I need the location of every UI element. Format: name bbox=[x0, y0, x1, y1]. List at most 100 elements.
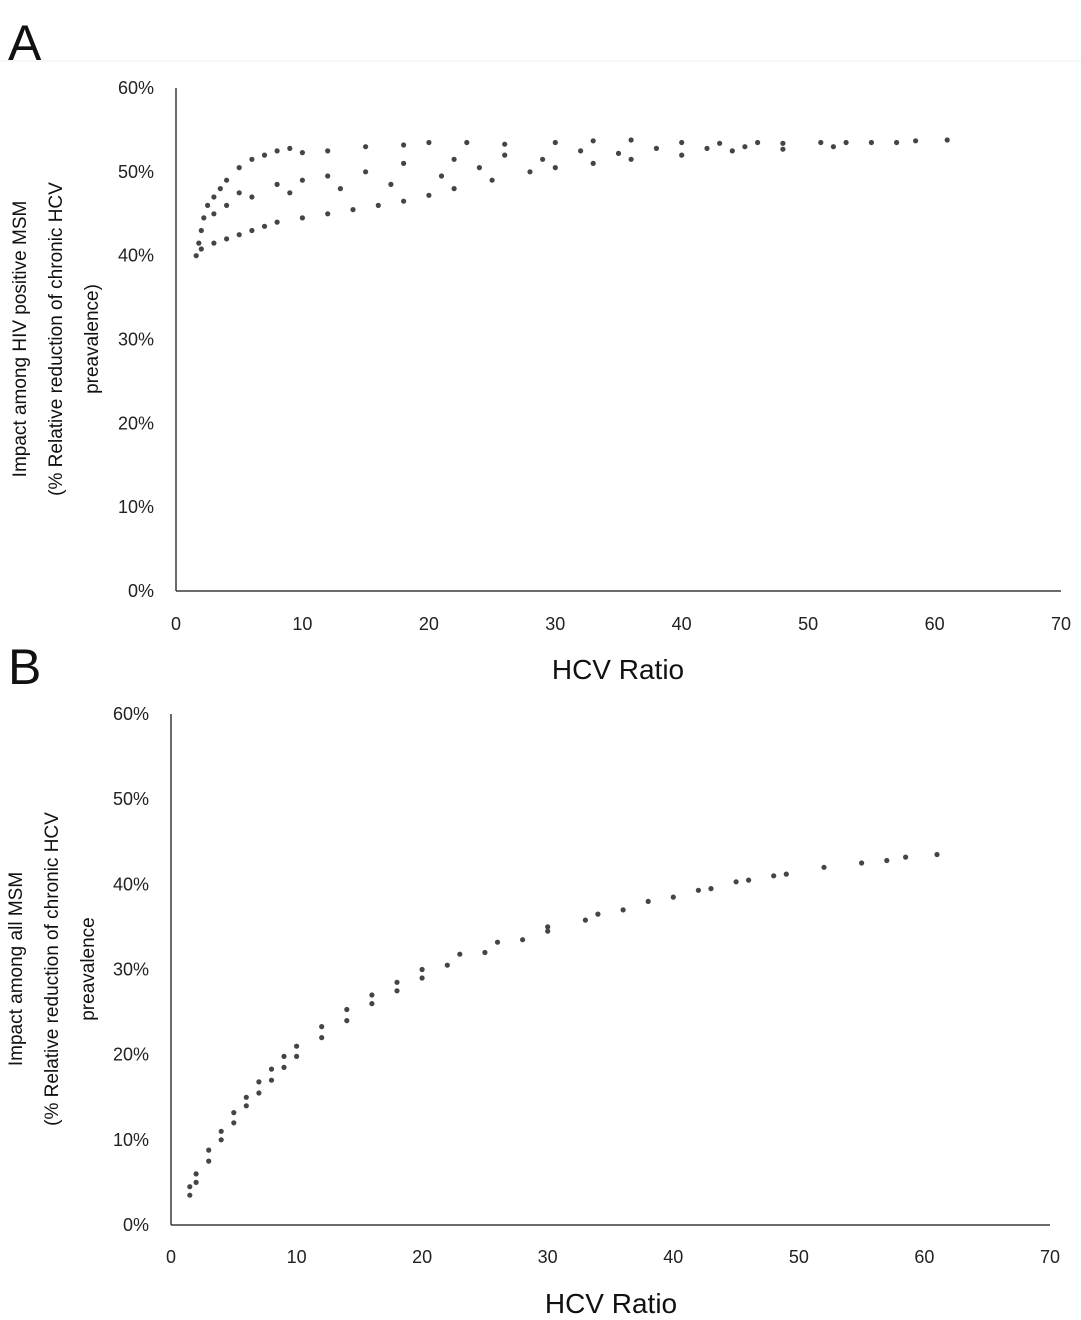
data-point bbox=[394, 979, 400, 985]
data-point bbox=[843, 139, 849, 146]
x-tick-label: 70 bbox=[1040, 1247, 1060, 1267]
data-point bbox=[894, 139, 900, 146]
data-point bbox=[218, 1128, 224, 1134]
data-point bbox=[217, 186, 223, 192]
data-point bbox=[249, 156, 255, 162]
data-point bbox=[294, 1043, 300, 1049]
y-tick-label: 0% bbox=[128, 581, 154, 601]
data-point bbox=[236, 232, 242, 238]
data-point bbox=[419, 975, 425, 981]
data-point bbox=[193, 1179, 199, 1185]
data-point bbox=[552, 165, 558, 171]
data-point bbox=[201, 215, 207, 221]
data-point bbox=[268, 1066, 275, 1072]
data-point bbox=[502, 152, 508, 158]
data-point bbox=[268, 1077, 275, 1083]
data-point bbox=[196, 240, 202, 246]
data-point bbox=[211, 194, 217, 200]
data-point bbox=[325, 211, 331, 217]
data-point bbox=[187, 1184, 193, 1190]
data-point bbox=[274, 148, 280, 154]
y-axis-label-b-line-3: preavalence bbox=[78, 917, 99, 1021]
data-point bbox=[224, 236, 230, 242]
data-point bbox=[369, 1001, 375, 1007]
data-point bbox=[243, 1103, 249, 1109]
y-tick-label: 60% bbox=[118, 78, 154, 98]
data-point bbox=[287, 190, 293, 196]
x-axis-label-b: HCV Ratio bbox=[545, 1288, 677, 1319]
data-point bbox=[742, 144, 748, 150]
data-point bbox=[401, 160, 407, 166]
data-point bbox=[325, 173, 331, 179]
y-axis-label-b-line-2: (% Relative reduction of chronic HCV bbox=[42, 812, 63, 1126]
data-point bbox=[344, 1018, 350, 1024]
data-point bbox=[224, 202, 230, 208]
data-point bbox=[729, 148, 735, 154]
data-point bbox=[388, 181, 394, 187]
data-point bbox=[236, 165, 242, 171]
x-tick-label: 30 bbox=[538, 1247, 558, 1267]
data-point bbox=[489, 177, 495, 183]
y-tick-label: 10% bbox=[113, 1130, 149, 1150]
data-point bbox=[294, 1053, 300, 1059]
panel-letter-a: A bbox=[8, 15, 42, 71]
y-tick-label: 60% bbox=[113, 704, 149, 724]
data-point bbox=[363, 144, 369, 150]
data-point bbox=[704, 145, 710, 151]
x-tick-label: 60 bbox=[914, 1247, 934, 1267]
data-point bbox=[369, 992, 375, 998]
data-point bbox=[287, 145, 293, 151]
data-point bbox=[520, 937, 526, 943]
data-point bbox=[394, 988, 400, 994]
data-point bbox=[755, 139, 761, 146]
data-point bbox=[187, 1192, 193, 1198]
data-point bbox=[464, 139, 470, 146]
data-point bbox=[482, 949, 488, 956]
data-point bbox=[670, 894, 676, 900]
x-tick-label: 60 bbox=[925, 614, 945, 634]
data-point bbox=[243, 1094, 249, 1100]
panel-b: B 0 10 20 30 40 50 60 70 0% 10% 20% 30% 40% 50% 60% H… bbox=[6, 639, 1060, 1319]
plot-area-b bbox=[187, 851, 940, 1198]
x-tick-label: 10 bbox=[287, 1247, 307, 1267]
data-point bbox=[344, 1006, 350, 1013]
x-tick-label: 50 bbox=[798, 614, 818, 634]
data-point bbox=[590, 160, 596, 166]
x-axis-label-a: HCV Ratio bbox=[552, 654, 684, 685]
panel-letter-b: B bbox=[8, 639, 41, 695]
data-point bbox=[590, 138, 596, 144]
y-axis-label-a-line-2: (% Relative reduction of chronic HCV bbox=[46, 182, 67, 496]
data-point bbox=[211, 211, 217, 217]
y-tick-labels-b: 0% 10% 20% 30% 40% 50% 60% bbox=[113, 704, 149, 1235]
y-tick-label: 0% bbox=[123, 1215, 149, 1235]
y-tick-label: 40% bbox=[118, 246, 154, 266]
panel-a: A 0 10 20 30 40 50 60 70 0% 10% 20% 30% 40% 50% 60% H… bbox=[8, 15, 1071, 685]
y-tick-label: 50% bbox=[113, 789, 149, 809]
x-tick-label: 40 bbox=[672, 614, 692, 634]
data-point bbox=[193, 1171, 199, 1177]
y-tick-label: 10% bbox=[118, 497, 154, 517]
data-point bbox=[595, 911, 601, 917]
data-point bbox=[695, 887, 702, 893]
x-tick-label: 40 bbox=[663, 1247, 683, 1267]
data-point bbox=[628, 156, 634, 162]
data-point bbox=[903, 854, 909, 860]
data-point bbox=[401, 198, 407, 204]
data-point bbox=[476, 165, 482, 171]
data-point bbox=[274, 181, 280, 187]
data-point bbox=[859, 860, 865, 866]
data-point bbox=[256, 1090, 262, 1096]
data-point bbox=[653, 145, 660, 151]
x-tick-label: 70 bbox=[1051, 614, 1071, 634]
data-point bbox=[615, 150, 622, 156]
x-tick-label: 20 bbox=[412, 1247, 432, 1267]
data-point bbox=[256, 1079, 262, 1085]
data-point bbox=[527, 169, 533, 175]
data-point bbox=[198, 246, 204, 252]
data-point bbox=[249, 194, 255, 200]
y-axis-label-a-line-1: Impact among HIV positive MSM bbox=[10, 201, 31, 478]
data-point bbox=[231, 1110, 237, 1116]
data-point bbox=[502, 141, 508, 147]
data-point bbox=[198, 227, 204, 234]
